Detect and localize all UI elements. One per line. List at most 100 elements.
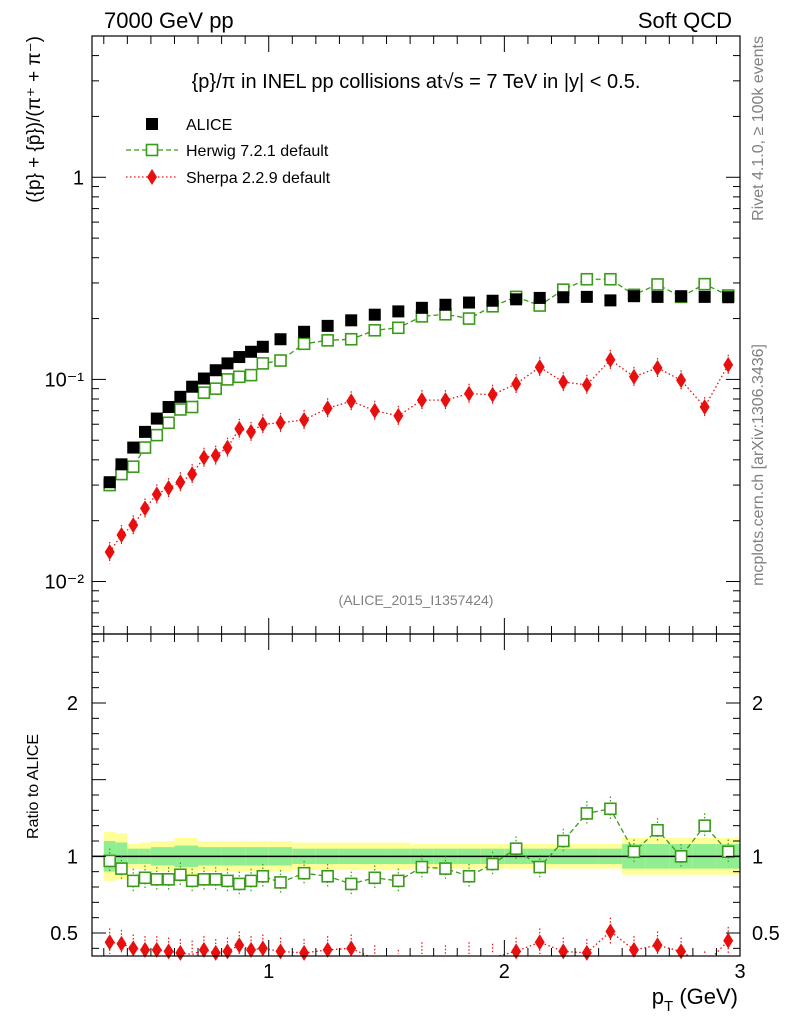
data-point [221, 373, 234, 386]
ratio-point [534, 934, 545, 951]
ratio-point [556, 834, 570, 848]
ratio-point [128, 940, 139, 957]
ratio-point [222, 943, 233, 960]
ratio-point [275, 943, 286, 960]
data-point [723, 356, 734, 373]
beam-energy-label: 7000 GeV pp [104, 8, 234, 33]
data-point [115, 458, 128, 471]
ratio-y-axis-label: Ratio to ALICE [25, 734, 42, 839]
data-point [604, 294, 617, 307]
series-line-2 [109, 358, 729, 553]
data-point [104, 543, 115, 560]
data-point [151, 486, 162, 503]
data-point [393, 407, 404, 424]
ratio-point [257, 940, 268, 957]
ratio-point [676, 943, 687, 960]
x-tick-label: 1 [263, 961, 274, 983]
ratio-point [721, 845, 735, 859]
data-point [510, 293, 523, 306]
data-point [234, 420, 245, 437]
series-line-1 [109, 278, 729, 486]
data-point [198, 449, 209, 466]
data-point [274, 333, 287, 346]
data-point [322, 400, 333, 417]
ratio-point [439, 862, 452, 875]
data-point [175, 474, 186, 491]
data-point [534, 359, 545, 376]
ratio-point [198, 941, 209, 958]
data-point [126, 460, 140, 473]
data-point [605, 351, 616, 368]
ratio-point [299, 944, 310, 961]
data-point [257, 416, 268, 433]
data-point [392, 305, 405, 318]
ratio-point [628, 941, 639, 958]
data-point [699, 399, 710, 416]
legend-marker-alice [146, 118, 158, 130]
ratio-point [174, 868, 187, 882]
data-point [174, 403, 187, 416]
data-point [297, 337, 311, 351]
data-point [368, 308, 381, 321]
data-point [321, 319, 334, 332]
ratio-point [104, 934, 115, 951]
ratio-point [244, 874, 258, 888]
data-point [127, 441, 140, 454]
data-point [244, 368, 258, 382]
ratio-point [674, 850, 688, 863]
ratio-point [651, 823, 664, 837]
ratio-point [175, 944, 186, 961]
data-point [221, 357, 234, 370]
ratio-point [511, 943, 522, 960]
data-point [346, 393, 357, 410]
x-tick-label: 3 [734, 961, 745, 983]
ratio-point [246, 941, 257, 958]
data-point [275, 414, 286, 431]
y-axis-label: ({p} + {p̄})/(π⁺ + π⁻) [24, 36, 45, 203]
ratio-point [580, 807, 594, 820]
data-point [511, 375, 522, 392]
data-point [232, 370, 246, 384]
ratio-point [581, 944, 592, 961]
rivet-version-label: Rivet 4.1.0, ≥ 100k events [750, 36, 767, 221]
ratio-point [652, 937, 663, 954]
ratio-point [698, 819, 711, 832]
data-point [139, 425, 152, 438]
data-point [486, 294, 499, 307]
data-point [604, 272, 617, 286]
data-point [345, 314, 358, 327]
legend: ALICE Herwig 7.2.1 default Sherpa 2.2.9 … [126, 117, 331, 187]
ratio-point [533, 860, 547, 874]
ratio-point [297, 866, 311, 880]
x-axis-label: pT (GeV) [652, 984, 738, 1015]
legend-item-herwig: Herwig 7.2.1 default [126, 143, 329, 160]
ratio-y-tick-label-left: 1 [67, 846, 78, 868]
ratio-point [462, 869, 476, 883]
data-point [676, 372, 687, 389]
data-point [698, 277, 711, 291]
y-tick-label: 10⁻¹ [45, 369, 85, 391]
data-point [722, 291, 735, 304]
data-point [209, 382, 223, 395]
chart-title: {p}/π in INEL pp collisions at√s = 7 TeV… [192, 71, 641, 93]
data-point [138, 441, 152, 454]
ratio-point [210, 944, 221, 961]
main-panel: 10⁻² 10⁻¹ 1 {p}/π in INEL pp collisions at… [24, 35, 741, 635]
ratio-point [605, 923, 616, 940]
data-point [392, 321, 405, 335]
ratio-y-tick-label-left: 0.5 [50, 923, 78, 945]
ratio-point [509, 842, 523, 855]
legend-label-alice: ALICE [186, 117, 232, 134]
ratio-point [232, 877, 246, 891]
ratio-point [321, 869, 334, 883]
analysis-tag: (ALICE_2015_I1357424) [339, 592, 494, 608]
process-label: Soft QCD [638, 8, 732, 33]
data-point [369, 402, 380, 419]
x-tick-label: 2 [499, 961, 510, 983]
data-point [116, 526, 127, 543]
data-point [627, 290, 640, 303]
data-point [246, 423, 257, 440]
ratio-point [415, 860, 429, 874]
data-point [128, 517, 139, 534]
